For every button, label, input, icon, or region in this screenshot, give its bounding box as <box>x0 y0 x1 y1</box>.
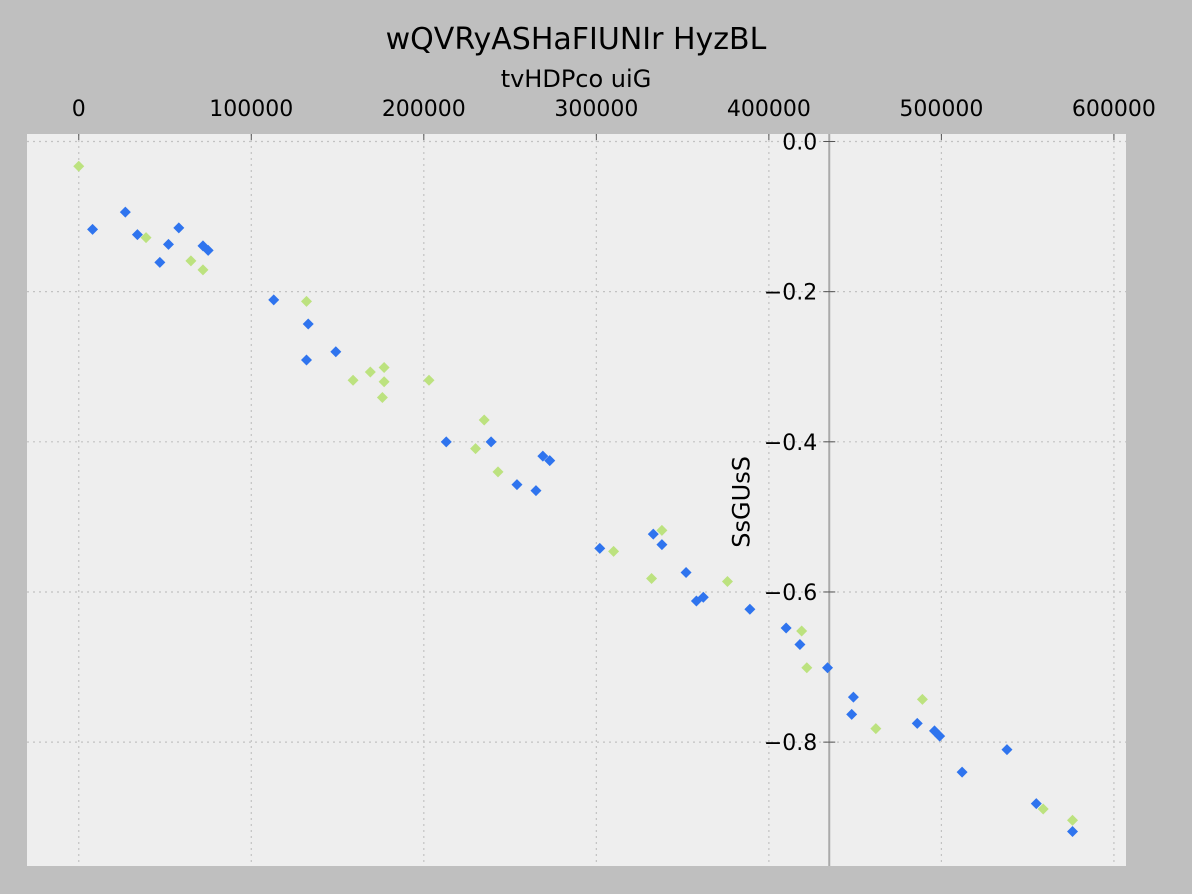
data-point <box>378 361 390 373</box>
y-tick-label: −0.4 <box>764 431 817 456</box>
x-tick-label: 300000 <box>554 97 638 122</box>
data-point <box>300 354 312 366</box>
data-point <box>140 232 152 244</box>
y-axis-ticks: 0.0 −0.2 −0.4 −0.6 −0.8 <box>764 131 836 756</box>
y-tick-label: −0.2 <box>764 281 817 306</box>
x-tick-label: 400000 <box>727 97 811 122</box>
data-point <box>646 572 658 584</box>
data-point <box>656 539 668 551</box>
data-point <box>302 318 314 330</box>
data-point <box>440 436 452 448</box>
data-point <box>847 691 859 703</box>
x-tick-label: 600000 <box>1072 97 1156 122</box>
data-point <box>376 392 388 404</box>
x-axis-ticks: 0 100000 200000 300000 400000 500000 600000 <box>72 97 1156 140</box>
x-tick-label: 100000 <box>209 97 293 122</box>
data-point <box>154 256 166 268</box>
data-point <box>173 222 185 234</box>
data-point <box>1037 803 1049 815</box>
data-point <box>197 264 209 276</box>
data-point <box>300 295 312 307</box>
chart-title: wQVRyASHaFIUNIr HyzBL <box>386 22 767 57</box>
data-point <box>1001 744 1013 756</box>
data-point <box>801 662 813 674</box>
data-point <box>423 374 435 386</box>
data-point <box>131 229 143 241</box>
data-point <box>780 622 792 634</box>
x-tick-label: 200000 <box>382 97 466 122</box>
data-point <box>511 479 523 491</box>
data-point <box>647 528 659 540</box>
data-point <box>364 366 376 378</box>
data-point <box>822 662 834 674</box>
data-point <box>794 639 806 651</box>
data-point <box>544 455 556 467</box>
data-point <box>202 244 214 256</box>
data-point <box>846 708 858 720</box>
y-tick-label: −0.8 <box>764 731 817 756</box>
x-axis-label: tvHDPco uiG <box>501 65 652 93</box>
data-point <box>347 374 359 386</box>
data-point <box>916 693 928 705</box>
data-point <box>162 238 174 250</box>
data-point <box>608 545 620 557</box>
data-point <box>268 294 280 306</box>
data-point <box>492 466 504 478</box>
data-point <box>697 591 709 603</box>
data-point <box>744 603 756 615</box>
data-point <box>185 255 197 267</box>
data-point <box>594 542 606 554</box>
data-point <box>680 566 692 578</box>
data-point <box>330 346 342 358</box>
plot-area <box>27 134 1126 866</box>
grid <box>27 134 1126 866</box>
data-point <box>1030 798 1042 810</box>
data-point <box>87 223 99 235</box>
data-point <box>470 443 482 455</box>
data-points <box>73 160 1079 837</box>
data-point <box>870 723 882 735</box>
x-tick-label: 0 <box>72 97 86 122</box>
data-point <box>796 625 808 637</box>
data-point <box>934 730 946 742</box>
y-axis-label: SsGUsS <box>727 456 755 548</box>
data-point <box>485 436 497 448</box>
data-point <box>537 450 549 462</box>
data-point <box>73 160 85 172</box>
data-point <box>1067 825 1079 837</box>
y-tick-label: 0.0 <box>782 131 817 156</box>
data-point <box>1067 814 1079 826</box>
data-point <box>478 414 490 426</box>
y-tick-label: −0.6 <box>764 581 817 606</box>
data-point <box>721 575 733 587</box>
data-point <box>119 206 131 218</box>
x-tick-label: 500000 <box>899 97 983 122</box>
data-point <box>911 717 923 729</box>
data-point <box>378 376 390 388</box>
data-point <box>956 766 968 778</box>
data-point <box>656 524 668 536</box>
data-point <box>530 485 542 497</box>
